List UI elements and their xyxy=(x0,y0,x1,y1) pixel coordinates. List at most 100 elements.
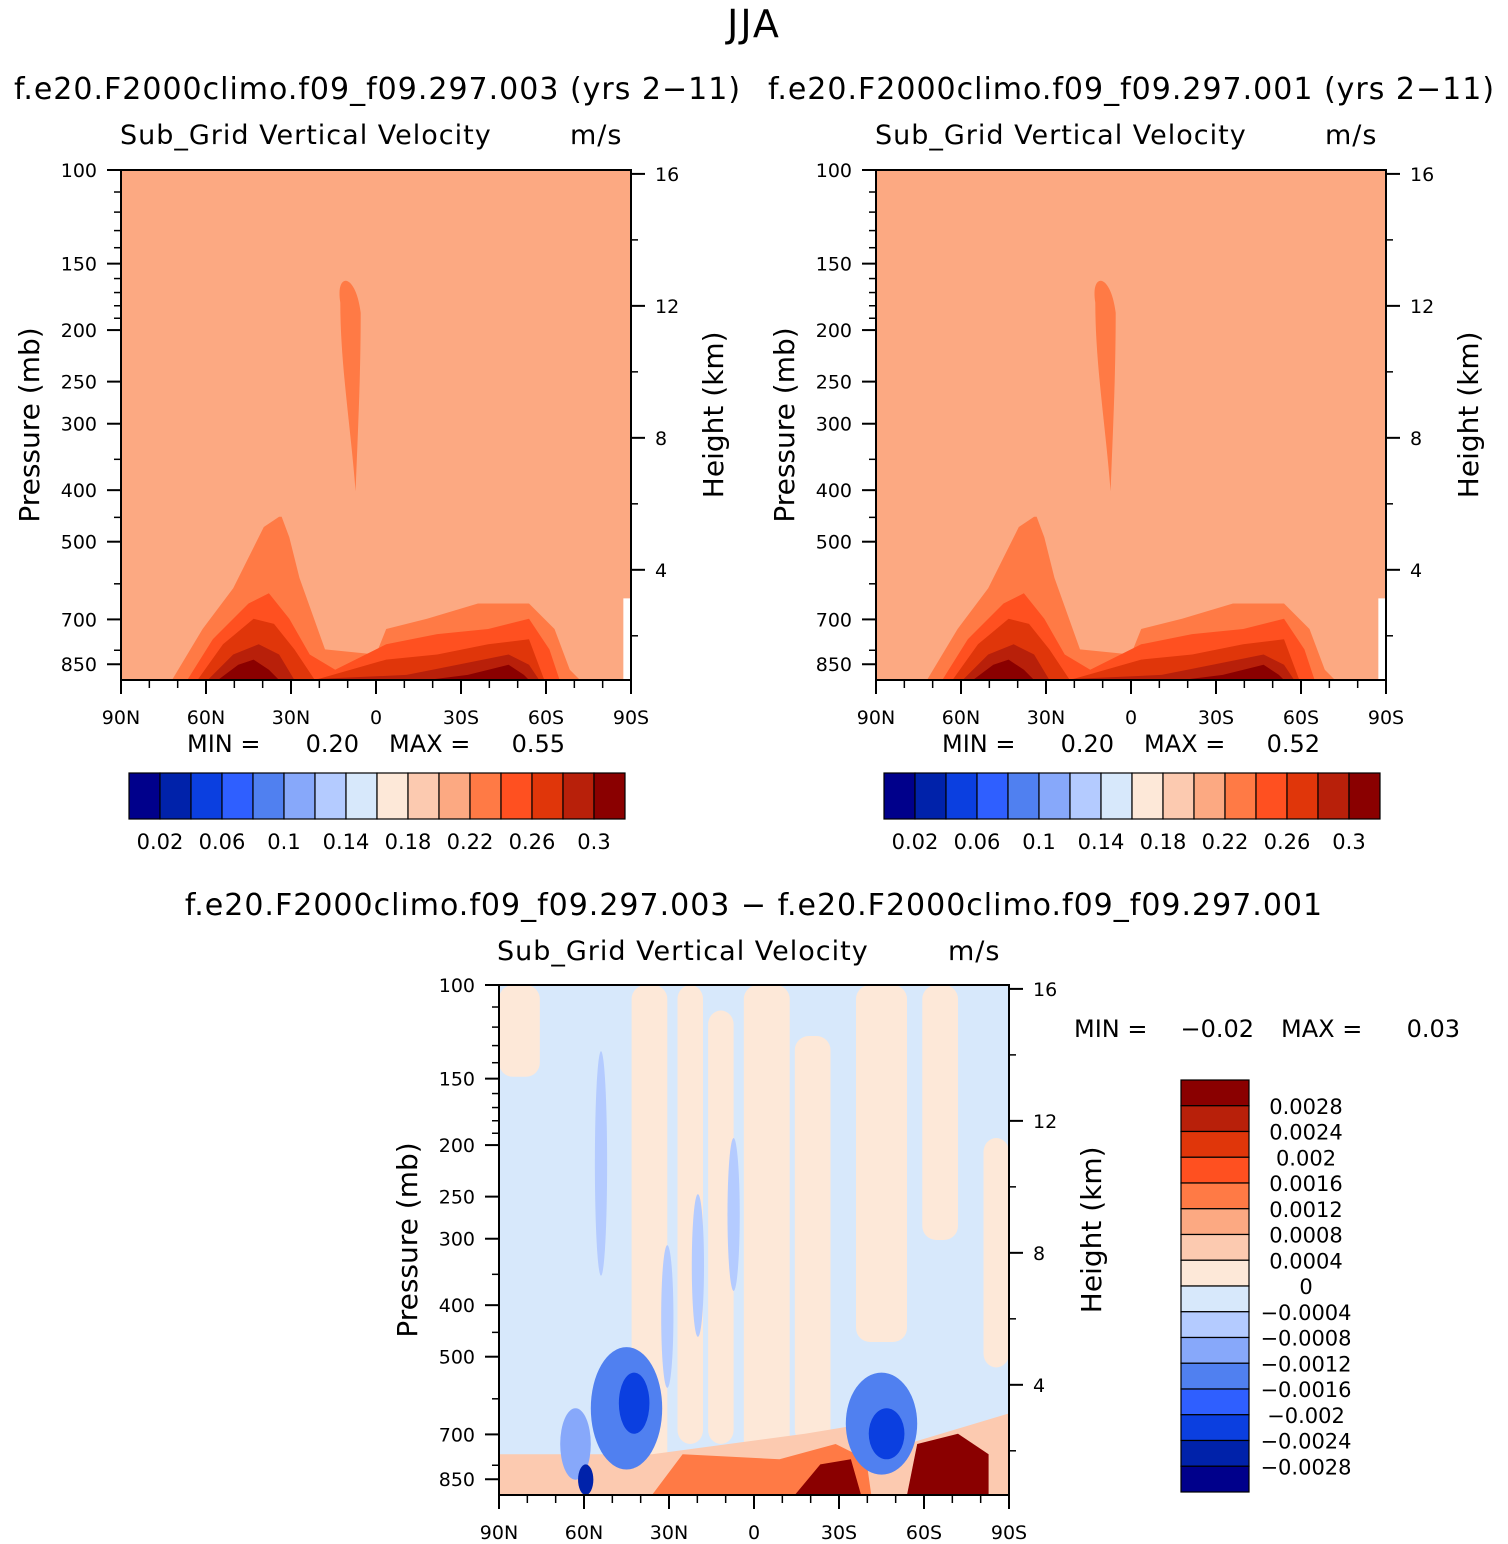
difference-title: f.e20.F2000climo.f09_f09.297.003 − f.e20… xyxy=(184,888,1324,923)
diff-positive-stripe xyxy=(708,1010,734,1444)
variable-label-right: Sub_Grid Vertical Velocity xyxy=(875,120,1247,151)
right-ytick-label: 100 xyxy=(816,160,852,182)
diff-colorbar-label: 0.0012 xyxy=(1269,1198,1342,1222)
diff-colorbar-box xyxy=(1180,1208,1250,1236)
diff-colorbar-label: −0.0008 xyxy=(1260,1327,1351,1351)
diff-colorbar-box xyxy=(1180,1259,1250,1287)
diff-colorbar-box xyxy=(1180,1336,1250,1364)
case-title-right: f.e20.F2000climo.f09_f09.297.001 (yrs 2−… xyxy=(767,72,1496,107)
diff-positive-stripe xyxy=(794,1036,831,1444)
left-colorbar-box xyxy=(531,772,564,820)
diff-colorbar-label: −0.0024 xyxy=(1260,1430,1351,1454)
diff-colorbar-label: 0.0024 xyxy=(1269,1121,1342,1145)
figure-title: JJA xyxy=(727,2,781,46)
left-missing-edge xyxy=(623,598,631,680)
left-colorbar-box xyxy=(314,772,347,820)
diff-y2tick-label: 12 xyxy=(1033,1111,1057,1133)
right-ytick-label: 400 xyxy=(816,480,852,502)
right-colorbar-label: 0.3 xyxy=(1332,830,1365,854)
diff-min-label: MIN = xyxy=(1074,1015,1147,1043)
diff-max-value: 0.03 xyxy=(1407,1015,1460,1043)
left-colorbar-box xyxy=(407,772,440,820)
units-label-right: m/s xyxy=(1325,120,1378,151)
right-colorbar-box xyxy=(1348,772,1381,820)
units-label-left: m/s xyxy=(570,120,623,151)
right-ytick-label: 150 xyxy=(816,254,852,276)
right-y2label: Height (km) xyxy=(1452,331,1485,498)
left-y2tick-label: 4 xyxy=(655,560,667,582)
diff-colorbar-label: −0.0028 xyxy=(1260,1455,1351,1479)
diff-colorbar-label: 0.0008 xyxy=(1269,1224,1342,1248)
case-title-left: f.e20.F2000climo.f09_f09.297.003 (yrs 2−… xyxy=(13,72,742,107)
diff-negative-streak xyxy=(594,1051,608,1276)
left-min-label: MIN = xyxy=(187,730,260,758)
diff-negative-core xyxy=(560,1408,591,1480)
left-y2tick-label: 8 xyxy=(655,428,667,450)
diff-ytick-label: 500 xyxy=(439,1347,475,1369)
left-colorbar-label: 0.14 xyxy=(323,830,370,854)
right-colorbar-label: 0.02 xyxy=(892,830,939,854)
diff-colorbar-label: −0.002 xyxy=(1267,1404,1345,1428)
right-colorbar-box xyxy=(1007,772,1040,820)
diff-negative-core xyxy=(618,1372,650,1434)
left-frame xyxy=(120,169,632,681)
left-colorbar-box xyxy=(562,772,595,820)
right-y2tick-label: 8 xyxy=(1410,428,1422,450)
diff-min-value: −0.02 xyxy=(1180,1015,1254,1043)
diff-colorbar-box xyxy=(1180,1130,1250,1158)
left-colorbar-label: 0.26 xyxy=(509,830,556,854)
right-ytick-label: 250 xyxy=(816,372,852,394)
diff-ytick-label: 100 xyxy=(439,975,475,997)
left-field-background xyxy=(121,170,631,680)
diff-xtick-label: 60N xyxy=(565,1522,603,1544)
left-xtick-label: 30S xyxy=(443,707,479,729)
left-colorbar-label: 0.06 xyxy=(199,830,246,854)
diff-ytick-label: 850 xyxy=(439,1469,475,1491)
diff-frame xyxy=(498,984,1010,1496)
right-colorbar-label: 0.22 xyxy=(1202,830,1249,854)
right-ytick-label: 200 xyxy=(816,320,852,342)
diff-colorbar-box xyxy=(1180,1079,1250,1107)
left-xtick-label: 60S xyxy=(528,707,564,729)
left-colorbar-label: 0.1 xyxy=(267,830,300,854)
diff-xtick-label: 90S xyxy=(991,1522,1027,1544)
left-xtick-label: 90S xyxy=(613,707,649,729)
left-xtick-label: 30N xyxy=(272,707,310,729)
right-xtick-label: 60N xyxy=(942,707,980,729)
diff-colorbar-label: 0.002 xyxy=(1276,1146,1336,1170)
diff-colorbar-label: −0.0012 xyxy=(1260,1352,1351,1376)
left-max-label: MAX = xyxy=(389,730,470,758)
right-colorbar-box xyxy=(1224,772,1257,820)
diff-xtick-label: 60S xyxy=(906,1522,942,1544)
right-max-value: 0.52 xyxy=(1267,730,1320,758)
diff-colorbar-box xyxy=(1180,1388,1250,1416)
diff-ytick-label: 700 xyxy=(439,1424,475,1446)
left-xtick-label: 60N xyxy=(187,707,225,729)
diff-xtick-label: 30N xyxy=(650,1522,688,1544)
diff-colorbar-box xyxy=(1180,1105,1250,1133)
right-colorbar-box xyxy=(1255,772,1288,820)
diff-y2label: Height (km) xyxy=(1075,1146,1108,1313)
diff-negative-streak xyxy=(661,1245,674,1388)
diff-ytick-label: 150 xyxy=(439,1069,475,1091)
left-colorbar-label: 0.22 xyxy=(447,830,494,854)
right-upper-plume xyxy=(1094,280,1116,492)
left-colorbar-box xyxy=(128,772,161,820)
left-ytick-label: 500 xyxy=(61,532,97,554)
right-y2tick-label: 12 xyxy=(1410,296,1434,318)
diff-negative-streak xyxy=(727,1138,740,1291)
left-xtick-label: 90N xyxy=(102,707,140,729)
diff-colorbar-box xyxy=(1180,1233,1250,1261)
units-label-diff: m/s xyxy=(948,936,1001,967)
left-ytick-label: 100 xyxy=(61,160,97,182)
left-ytick-label: 300 xyxy=(61,414,97,436)
diff-positive-stripe xyxy=(922,985,958,1240)
diff-colorbar-box xyxy=(1180,1465,1250,1493)
right-frame xyxy=(875,169,1387,681)
diff-ytick-label: 400 xyxy=(439,1295,475,1317)
right-ytick-label: 500 xyxy=(816,532,852,554)
diff-colorbar-label: 0.0004 xyxy=(1269,1249,1342,1273)
right-colorbar-box xyxy=(1131,772,1164,820)
right-colorbar-label: 0.18 xyxy=(1140,830,1187,854)
